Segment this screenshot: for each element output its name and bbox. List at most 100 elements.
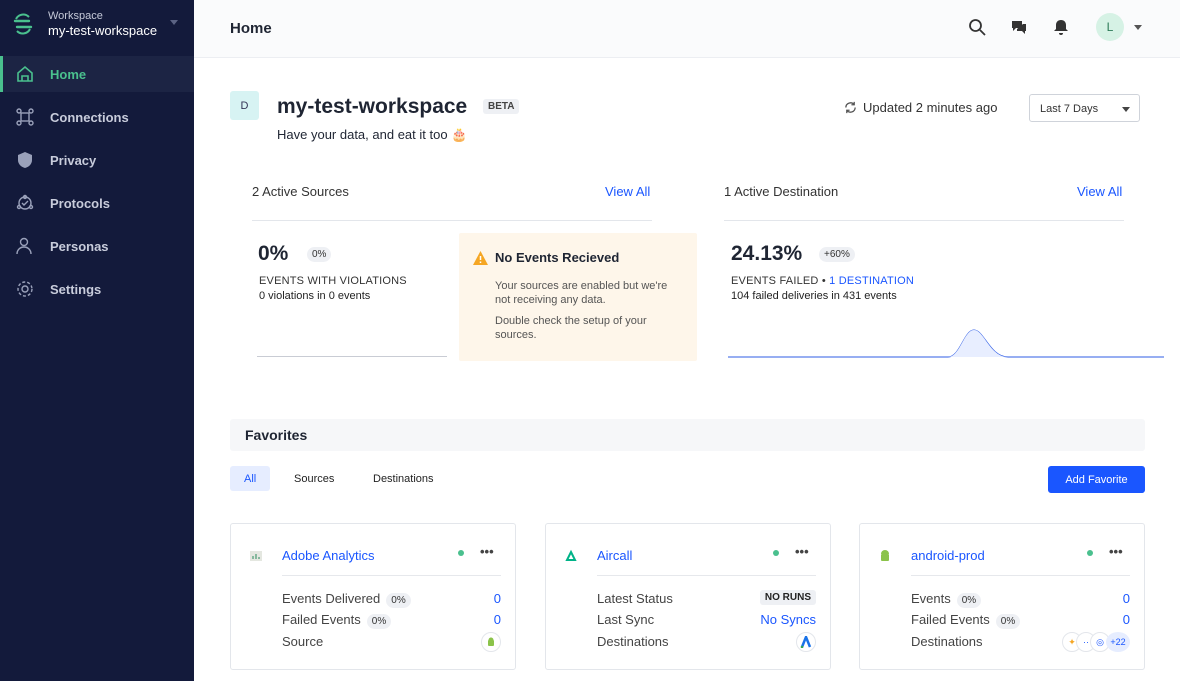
status-badge: NO RUNS [759, 590, 816, 605]
sidebar-item-connections[interactable]: Connections [0, 99, 194, 135]
chat-icon[interactable] [1010, 18, 1028, 36]
no-events-warning: No Events Recieved Your sources are enab… [459, 233, 697, 361]
status-dot [1087, 550, 1093, 556]
chevron-down-icon[interactable] [170, 20, 178, 25]
chevron-down-icon [1122, 107, 1130, 112]
failed-percent: 24.13% [731, 242, 803, 265]
favorite-card: Aircall ••• Latest Status NO RUNS Last Sy… [545, 523, 831, 670]
search-icon[interactable] [968, 18, 986, 36]
row-value[interactable]: 0 [1122, 612, 1130, 627]
favorite-name-link[interactable]: android-prod [911, 548, 985, 563]
page-title: Home [230, 20, 272, 37]
warning-title: No Events Recieved [495, 250, 620, 265]
protocols-icon [16, 194, 34, 210]
row-label: Events Delivered [282, 591, 381, 606]
violations-detail: 0 violations in 0 events [259, 290, 371, 302]
row-label: Source [282, 634, 324, 649]
warning-text-1: Your sources are enabled but we're not r… [495, 280, 668, 306]
sources-view-all-link[interactable]: View All [605, 184, 651, 199]
sidebar-item-personas[interactable]: Personas [0, 228, 194, 264]
sidebar-item-protocols[interactable]: Protocols [0, 185, 194, 221]
row-label: Latest Status [597, 591, 673, 606]
violations-caption: EVENTS WITH VIOLATIONS [259, 275, 407, 287]
row-label: Events [911, 591, 951, 606]
personas-icon [16, 237, 32, 255]
row-pill: 0% [995, 614, 1021, 629]
active-destination-title: 1 Active Destination [724, 184, 839, 199]
active-sources-title: 2 Active Sources [252, 184, 349, 199]
bell-icon[interactable] [1052, 18, 1070, 36]
sidebar-item-privacy[interactable]: Privacy [0, 142, 194, 178]
sidebar-item-label: Settings [50, 281, 102, 297]
workspace-icon: D [230, 91, 259, 120]
aircall-icon [565, 549, 577, 561]
updated-text: Updated 2 minutes ago [863, 100, 998, 115]
top-header: Home L [194, 0, 1180, 58]
date-range-value: Last 7 Days [1040, 103, 1099, 115]
updated-status: Updated 2 minutes ago [844, 100, 997, 115]
chevron-down-icon[interactable] [1134, 24, 1142, 30]
sidebar-item-home[interactable]: Home [0, 56, 194, 92]
workspace-label: Workspace [48, 10, 103, 22]
row-label: Destinations [911, 634, 983, 649]
row-value[interactable]: 0 [493, 591, 501, 606]
android-icon[interactable] [481, 632, 501, 652]
failed-detail: 104 failed deliveries in 431 events [731, 290, 897, 302]
violations-percent: 0% [258, 242, 289, 265]
gear-icon [17, 281, 33, 297]
avatar[interactable]: L [1096, 13, 1124, 41]
tab-all[interactable]: All [230, 466, 271, 491]
destination-link[interactable]: 1 DESTINATION [829, 275, 915, 287]
row-label: Failed Events [911, 612, 990, 627]
violations-change-pill: 0% [307, 247, 332, 262]
more-destinations-count[interactable]: +22 [1106, 632, 1130, 652]
sidebar-item-label: Personas [50, 238, 109, 254]
favorites-header: Favorites [230, 419, 1145, 451]
refresh-icon[interactable] [844, 101, 857, 114]
row-label: Failed Events [282, 612, 361, 627]
adwords-icon[interactable] [796, 632, 816, 652]
status-dot [773, 550, 779, 556]
segment-logo-icon [13, 13, 33, 35]
more-options-icon[interactable]: ••• [480, 544, 494, 559]
workspace-name: my-test-workspace [48, 23, 158, 38]
favorite-name-link[interactable]: Aircall [597, 548, 633, 563]
favorite-name-link[interactable]: Adobe Analytics [282, 548, 375, 563]
sidebar: Workspace my-test-workspace Home Connect… [0, 0, 194, 681]
row-label: Last Sync [597, 612, 655, 627]
favorite-card: Adobe Analytics ••• Events Delivered 0% 0 … [230, 523, 516, 670]
workspace-title: my-test-workspace [277, 95, 468, 118]
failed-caption: EVENTS FAILED • 1 DESTINATION [731, 275, 915, 287]
destination-icons[interactable]: ✦ ·· ◎ +22 [1062, 632, 1130, 652]
warning-icon [473, 251, 488, 265]
row-value[interactable]: No Syncs [760, 612, 816, 627]
more-options-icon[interactable]: ••• [795, 544, 809, 559]
row-pill: 0% [386, 593, 411, 608]
row-pill: 0% [366, 614, 392, 629]
sidebar-item-label: Protocols [50, 195, 110, 211]
date-range-select[interactable]: Last 7 Days [1029, 94, 1140, 122]
add-favorite-button[interactable]: Add Favorite [1048, 466, 1145, 493]
sidebar-item-label: Connections [50, 109, 129, 125]
adobe-analytics-icon [250, 551, 262, 561]
workspace-tagline: Have your data, and eat it too 🎂 [277, 127, 468, 142]
sidebar-item-label: Home [50, 66, 87, 82]
sidebar-item-label: Privacy [50, 152, 97, 168]
destinations-view-all-link[interactable]: View All [1077, 184, 1123, 199]
tab-destinations[interactable]: Destinations [373, 473, 434, 485]
workspace-switcher[interactable]: Workspace my-test-workspace [12, 10, 157, 38]
shield-icon [18, 152, 32, 168]
failed-sparkline [728, 329, 1164, 358]
more-options-icon[interactable]: ••• [1109, 544, 1123, 559]
favorites-title: Favorites [245, 427, 308, 443]
failed-caption-text: EVENTS FAILED [731, 275, 819, 287]
connections-icon [16, 108, 34, 126]
sidebar-item-settings[interactable]: Settings [0, 271, 194, 307]
android-icon [881, 550, 889, 561]
row-label: Destinations [597, 634, 669, 649]
row-value[interactable]: 0 [1122, 591, 1130, 606]
row-value[interactable]: 0 [493, 612, 501, 627]
home-icon [17, 65, 33, 82]
failed-change-pill: +60% [819, 247, 855, 262]
tab-sources[interactable]: Sources [294, 473, 335, 485]
